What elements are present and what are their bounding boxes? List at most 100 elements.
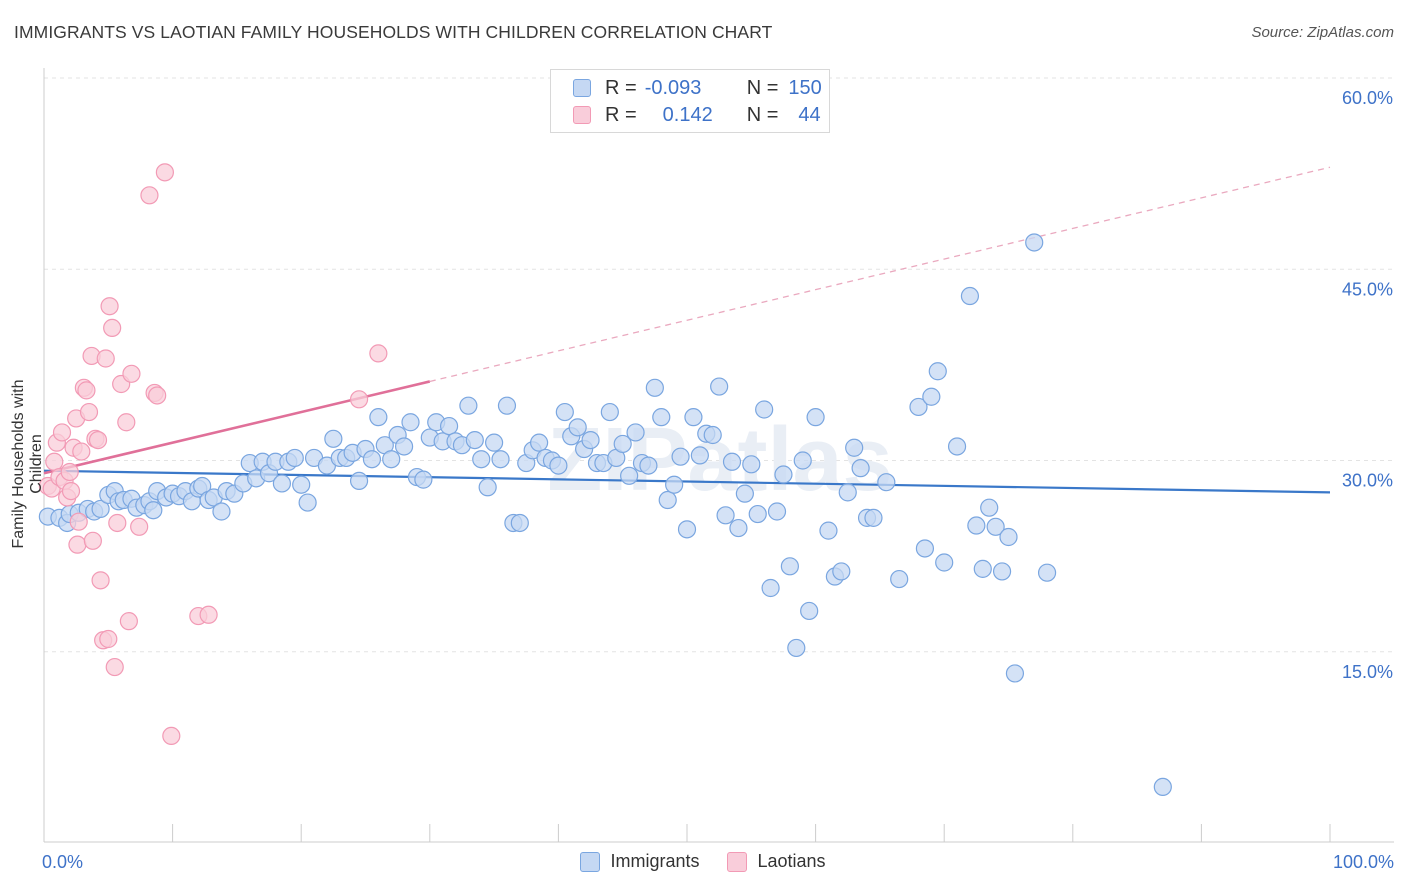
y-tick-labels: 15.0% 30.0% 45.0% 60.0% — [1342, 88, 1393, 682]
immigrant-point-100 — [690, 446, 709, 465]
immigrant-point-93 — [645, 378, 664, 397]
immigrant-point-75 — [530, 433, 549, 452]
laotian-point-38 — [155, 163, 174, 182]
laotian-point-27 — [103, 318, 122, 337]
immigrant-point-55 — [401, 413, 420, 432]
immigrants-swatch — [580, 851, 601, 872]
laotian-point-9 — [61, 482, 81, 501]
immigrant-point-70 — [497, 396, 517, 415]
immigrant-point-117 — [800, 601, 819, 621]
immigrant-point-112 — [767, 502, 787, 521]
immigrant-point-129 — [909, 397, 928, 417]
immigrant-point-143 — [1025, 233, 1044, 252]
immigrant-point-99 — [684, 408, 703, 427]
immigrant-point-110 — [755, 400, 774, 419]
immigrant-point-7 — [91, 499, 110, 519]
laotian-point-29 — [108, 513, 127, 533]
immigrant-point-81 — [568, 418, 587, 437]
laotian-point-37 — [148, 386, 167, 405]
immigrant-point-131 — [922, 387, 941, 406]
immigrant-point-144 — [1037, 563, 1057, 582]
r-label: R = — [605, 103, 637, 126]
legend-label-immigrants: Immigrants — [610, 851, 700, 871]
legend-row-immigrants: R = -0.093 N = 150 — [573, 75, 822, 101]
immigrant-point-64 — [459, 396, 478, 415]
immigrant-point-54 — [394, 437, 414, 456]
laotian-point-14 — [72, 442, 91, 461]
laotian-point-26 — [100, 297, 119, 316]
immigrant-point-102 — [703, 425, 722, 445]
immigrant-point-126 — [864, 508, 883, 527]
y-tick-label-0: 15.0% — [1342, 662, 1393, 682]
immigrant-point-132 — [928, 362, 947, 381]
immigrant-point-86 — [600, 402, 619, 422]
laotian-point-25 — [99, 629, 118, 649]
immigrant-point-16 — [144, 501, 163, 520]
immigrant-point-122 — [838, 483, 857, 502]
laotian-point-32 — [119, 612, 138, 631]
immigrant-point-36 — [272, 474, 292, 493]
immigrant-point-57 — [414, 470, 433, 489]
immigrant-point-72 — [510, 513, 529, 533]
r-value-laotians: 0.142 — [662, 103, 713, 126]
y-tick-label-2: 45.0% — [1342, 279, 1393, 299]
immigrant-point-118 — [806, 408, 825, 427]
immigrant-point-141 — [999, 527, 1018, 547]
immigrant-point-136 — [967, 516, 986, 535]
r-label: R = — [605, 76, 637, 99]
immigrant-point-65 — [465, 431, 484, 450]
immigrant-point-116 — [793, 451, 812, 470]
laotian-point-2 — [45, 452, 64, 471]
immigrant-point-66 — [472, 450, 491, 469]
data-points — [38, 163, 1172, 797]
laotian-point-42 — [349, 390, 369, 409]
laotian-point-13 — [69, 512, 88, 531]
y-tick-label-3: 60.0% — [1342, 88, 1393, 108]
immigrant-point-47 — [349, 471, 369, 490]
laotian-point-8 — [60, 462, 79, 482]
immigrant-point-89 — [620, 466, 639, 485]
immigrant-point-123 — [845, 438, 864, 457]
immigrant-point-114 — [780, 557, 799, 576]
immigrant-point-109 — [748, 504, 767, 524]
legend-item-immigrants[interactable]: Immigrants — [580, 851, 699, 872]
laotians-swatch — [727, 851, 748, 872]
immigrant-point-130 — [915, 539, 935, 558]
laotian-point-24 — [96, 349, 115, 368]
y-tick-label-1: 30.0% — [1342, 471, 1393, 491]
immigrant-point-140 — [992, 562, 1012, 581]
immigrant-point-40 — [298, 493, 317, 512]
immigrant-point-134 — [947, 437, 967, 456]
immigrant-point-68 — [485, 433, 504, 452]
immigrant-point-83 — [581, 431, 600, 450]
immigrant-point-95 — [658, 490, 677, 510]
x-max-label: 100.0% — [1332, 852, 1394, 872]
immigrant-point-108 — [742, 455, 761, 474]
laotian-point-5 — [52, 423, 72, 442]
immigrant-point-103 — [710, 377, 729, 396]
immigrant-point-124 — [851, 459, 870, 478]
immigrant-point-127 — [877, 473, 896, 492]
immigrant-point-133 — [935, 553, 954, 572]
y-axis-label: Family Households with Children — [10, 379, 45, 549]
immigrant-point-115 — [787, 638, 806, 658]
immigrant-point-69 — [491, 450, 510, 469]
legend-item-laotians[interactable]: Laotians — [727, 851, 826, 872]
immigrant-point-111 — [761, 578, 780, 598]
immigrants-swatch — [573, 79, 591, 97]
laotian-point-22 — [91, 571, 110, 590]
immigrant-point-43 — [324, 429, 343, 448]
n-value-immigrants: 150 — [788, 76, 822, 99]
axes — [43, 68, 1394, 843]
laotians-trend-extension — [429, 166, 1331, 383]
immigrant-point-67 — [478, 478, 497, 497]
laotian-point-35 — [140, 186, 159, 205]
immigrant-point-50 — [369, 408, 388, 427]
correlation-legend: R = -0.093 N = 150 R = 0.142 N = 44 — [550, 69, 830, 133]
x-min-label: 0.0% — [42, 852, 84, 872]
series-legend: Immigrants Laotians — [0, 851, 1406, 872]
immigrant-point-107 — [735, 484, 754, 503]
laotian-point-28 — [105, 657, 124, 677]
immigrant-point-39 — [292, 475, 311, 494]
